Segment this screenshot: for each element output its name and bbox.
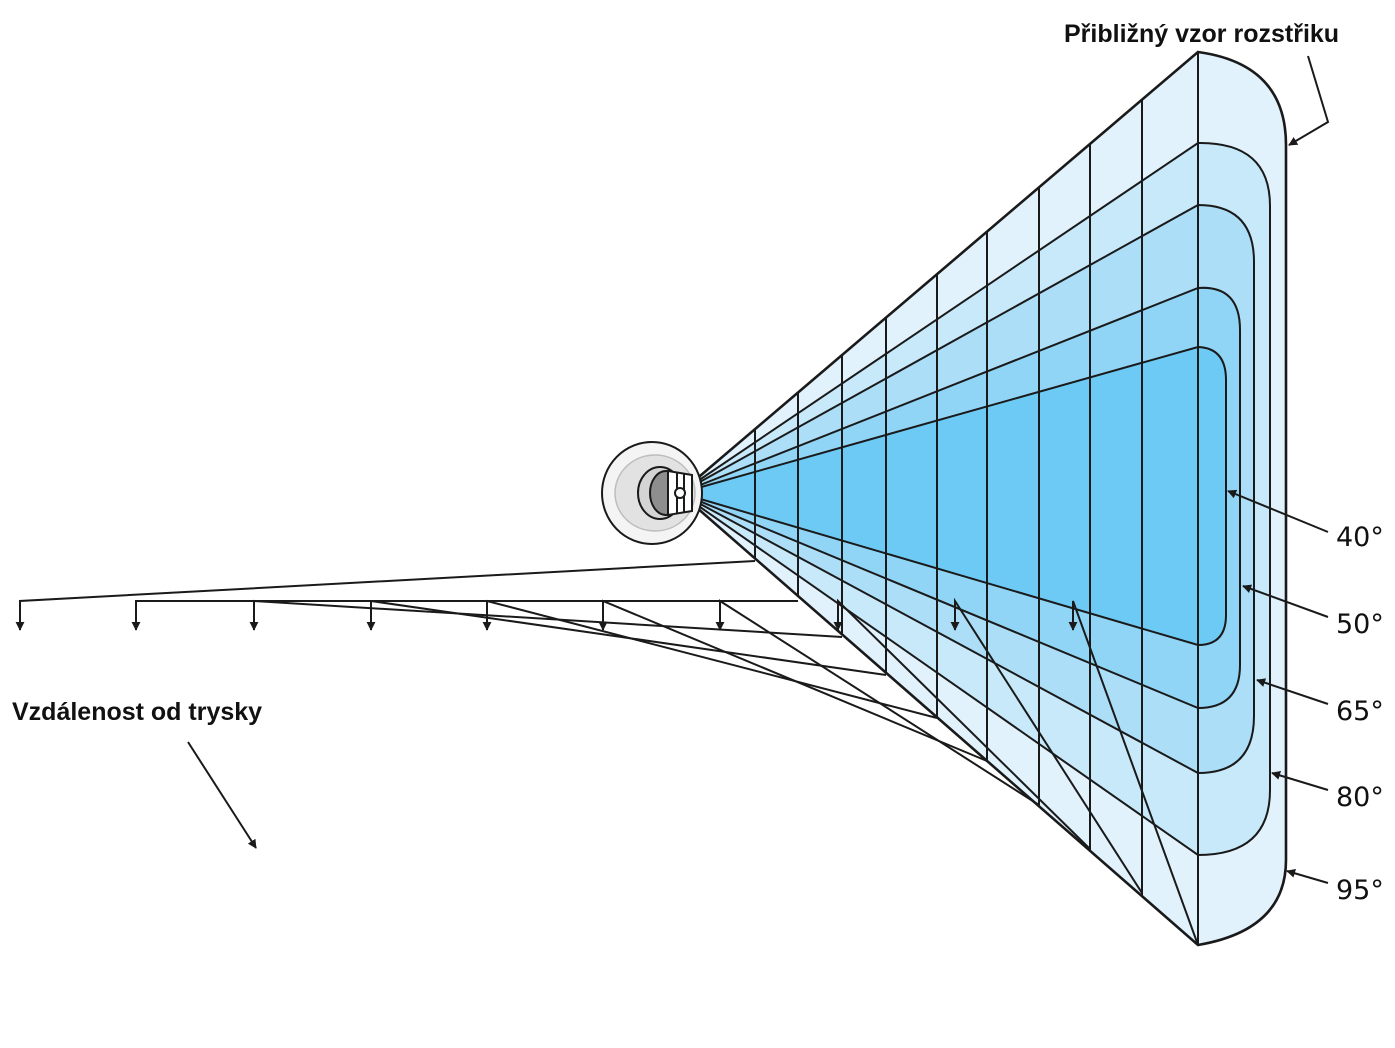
cone-outline — [678, 50, 1288, 947]
angle-label-80: 80° — [1336, 782, 1384, 813]
angle-label-50: 50° — [1336, 609, 1384, 640]
angle-label-40: 40° — [1336, 522, 1384, 553]
spray-pattern-pointer — [1288, 55, 1330, 146]
angle-label-95: 95° — [1336, 875, 1384, 906]
spray-pattern-label: Přibližný vzor rozstřiku — [1064, 20, 1339, 48]
distance-arrow-4 — [366, 599, 887, 676]
distance-arrow-7 — [715, 599, 1040, 806]
distance-pointer — [187, 741, 257, 849]
distance-arrow-2 — [131, 600, 798, 631]
band-outlines — [676, 141, 1271, 857]
nozzle-icon — [601, 441, 703, 545]
distance-arrow-8 — [833, 598, 1091, 850]
distance-arrow-10 — [1068, 600, 1199, 946]
distance-arrows — [15, 560, 1199, 946]
angle-labels: 40° 50° 65° 80° 95° — [1227, 489, 1384, 906]
distance-arrow-1 — [15, 560, 756, 631]
distance-arrow-3 — [249, 599, 843, 638]
spray-bands — [680, 52, 1286, 945]
angle-label-65: 65° — [1336, 696, 1384, 727]
distance-arrow-5 — [482, 599, 938, 719]
distance-arrow-6 — [598, 599, 988, 762]
distance-arrow-9 — [950, 597, 1143, 894]
distance-label: Vzdálenost od trysky — [12, 698, 262, 726]
